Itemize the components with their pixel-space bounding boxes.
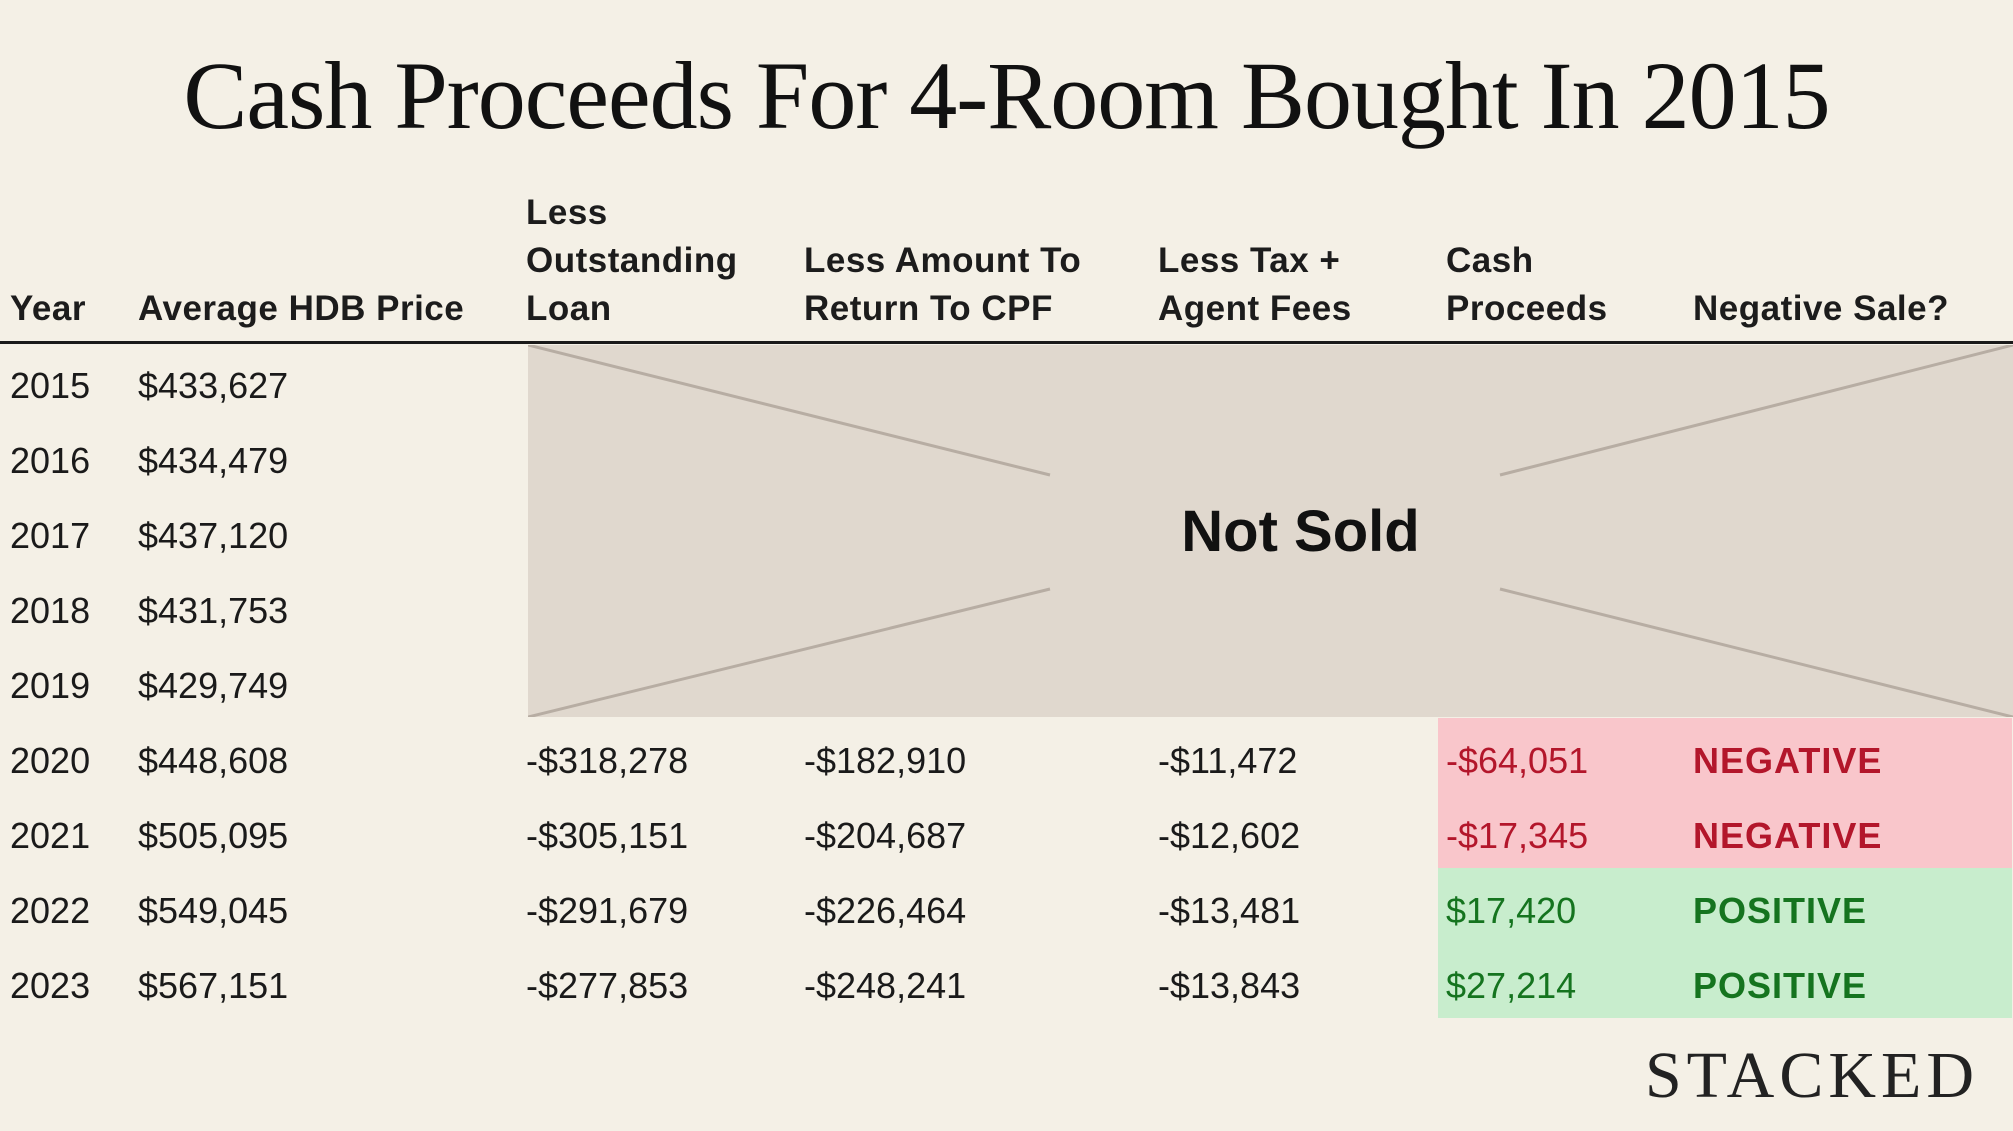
positive-highlight: [1438, 868, 2012, 1018]
header-cash-proceeds: Cash Proceeds: [1446, 241, 1608, 328]
cash-proceeds-cell: $27,214: [1446, 965, 1577, 1006]
year-cell: 2023: [10, 965, 91, 1006]
average-price-cell: $549,045: [138, 890, 289, 931]
tax-agent-fees-cell: -$13,843: [1158, 965, 1301, 1006]
average-price-cell: $433,627: [138, 365, 289, 406]
outstanding-loan-cell: -$305,151: [526, 815, 689, 856]
cash-proceeds-cell: -$17,345: [1446, 815, 1589, 856]
year-cell: 2020: [10, 740, 91, 781]
header-negative-sale: Negative Sale?: [1693, 289, 1949, 328]
year-cell: 2016: [10, 440, 91, 481]
average-price-cell: $431,753: [138, 590, 289, 631]
sale-status-cell: POSITIVE: [1693, 890, 1868, 931]
tax-agent-fees-cell: -$13,481: [1158, 890, 1301, 931]
return-to-cpf-cell: -$182,910: [804, 740, 967, 781]
sale-status-cell: NEGATIVE: [1693, 815, 1883, 856]
tax-agent-fees-cell: -$11,472: [1158, 740, 1298, 781]
header-average-price: Average HDB Price: [138, 289, 465, 328]
not-sold-label: Not Sold: [1181, 498, 1420, 564]
outstanding-loan-cell: -$318,278: [526, 740, 689, 781]
cash-proceeds-cell: $17,420: [1446, 890, 1577, 931]
sale-status-cell: NEGATIVE: [1693, 740, 1883, 781]
year-cell: 2018: [10, 590, 91, 631]
outstanding-loan-cell: -$291,679: [526, 890, 689, 931]
average-price-cell: $429,749: [138, 665, 289, 706]
header-tax-agent-fees: Less Tax + Agent Fees: [1158, 241, 1352, 328]
average-price-cell: $567,151: [138, 965, 289, 1006]
tax-agent-fees-cell: -$12,602: [1158, 815, 1301, 856]
not-sold-overlay: Not Sold: [528, 345, 2013, 717]
outstanding-loan-cell: -$277,853: [526, 965, 689, 1006]
header-return-to-cpf: Less Amount To Return To CPF: [804, 241, 1082, 328]
year-cell: 2021: [10, 815, 91, 856]
year-cell: 2022: [10, 890, 91, 931]
average-price-cell: $505,095: [138, 815, 289, 856]
return-to-cpf-cell: -$248,241: [804, 965, 967, 1006]
year-cell: 2019: [10, 665, 91, 706]
return-to-cpf-cell: -$204,687: [804, 815, 967, 856]
chart-title: Cash Proceeds For 4-Room Bought In 2015: [183, 42, 1830, 149]
average-price-cell: $448,608: [138, 740, 289, 781]
header-year: Year: [10, 289, 86, 328]
brand-logo: STACKED: [1644, 1039, 1979, 1112]
cash-proceeds-cell: -$64,051: [1446, 740, 1589, 781]
average-price-cell: $437,120: [138, 515, 289, 556]
header-divider: [0, 341, 2013, 344]
header-outstanding-loan: Less Outstanding Loan: [526, 193, 738, 328]
year-cell: 2017: [10, 515, 91, 556]
not-sold-cross-lines: [528, 345, 2013, 717]
average-price-cell: $434,479: [138, 440, 289, 481]
return-to-cpf-cell: -$226,464: [804, 890, 967, 931]
year-cell: 2015: [10, 365, 91, 406]
sale-status-cell: POSITIVE: [1693, 965, 1868, 1006]
negative-highlight: [1438, 718, 2012, 868]
